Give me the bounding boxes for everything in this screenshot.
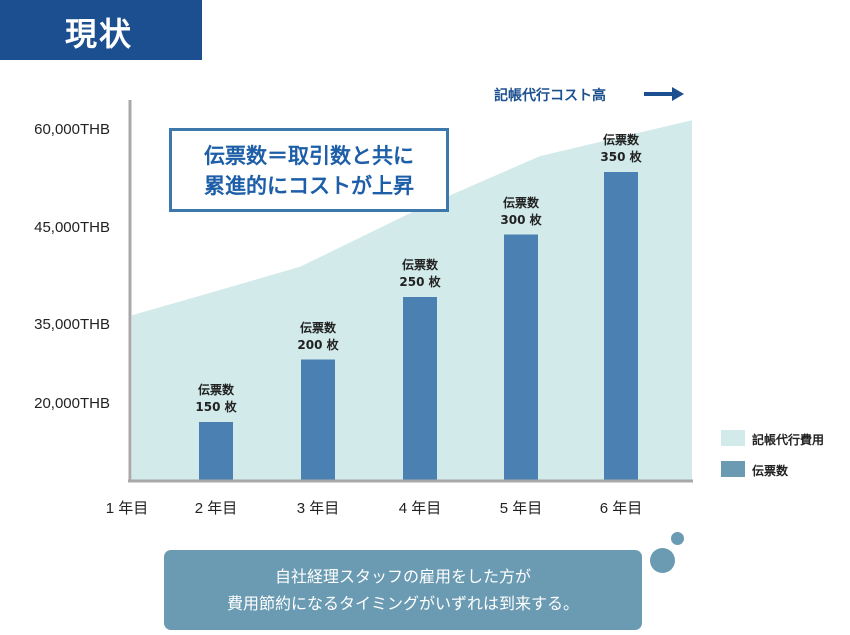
- bar-label-5: 伝票数 300 枚: [500, 195, 542, 227]
- bubble-line-2: 費用節約になるタイミングがいずれは到来する。: [226, 594, 579, 613]
- bar-label-6: 伝票数 350 枚: [600, 133, 642, 164]
- bubble-dot-large: [650, 548, 675, 573]
- callout-line-1: 伝票数＝取引数と共に: [204, 144, 414, 168]
- bar-label-2: 伝票数 150 枚: [195, 383, 237, 414]
- bar-4: [403, 297, 437, 481]
- bar-6: [604, 172, 638, 481]
- bar-3: [301, 359, 335, 481]
- page-title: 現状: [65, 15, 134, 53]
- right-arrow-icon: [644, 87, 684, 101]
- bubble-line-1: 自社経理スタッフの雇用をした方が: [274, 567, 531, 586]
- page-header: 現状: [0, 0, 202, 60]
- bubble-dot-small: [671, 532, 684, 545]
- callout-line-2: 累進的にコストが上昇: [204, 174, 414, 198]
- x-tick-label: 6 年目: [599, 500, 643, 517]
- bar-label-4: 伝票数 250 枚: [399, 258, 441, 289]
- y-tick-label: 45,000THB: [34, 219, 110, 236]
- legend-swatch-area: [721, 430, 745, 446]
- x-tick-label: 2 年目: [194, 500, 238, 517]
- bar-label-3: 伝票数 200 枚: [297, 320, 339, 352]
- bar-2: [199, 422, 233, 481]
- cost-arrow-label: 記帳代行コスト高: [494, 88, 606, 104]
- y-tick-label: 35,000THB: [34, 316, 110, 333]
- legend-label-bar: 伝票数: [752, 464, 789, 478]
- speech-bubble: 自社経理スタッフの雇用をした方が 費用節約になるタイミングがいずれは到来する。: [164, 550, 642, 630]
- x-tick-label: 1 年目: [105, 500, 149, 517]
- callout-box: 伝票数＝取引数と共に 累進的にコストが上昇: [169, 128, 449, 212]
- y-tick-label: 20,000THB: [34, 395, 110, 412]
- legend-label-area: 記帳代行費用: [752, 433, 825, 447]
- legend-swatch-bar: [721, 461, 745, 477]
- x-tick-label: 5 年目: [499, 500, 543, 517]
- x-tick-label: 3 年目: [296, 500, 340, 517]
- x-tick-label: 4 年目: [398, 500, 442, 517]
- y-tick-label: 60,000THB: [34, 121, 110, 138]
- bar-5: [504, 234, 538, 481]
